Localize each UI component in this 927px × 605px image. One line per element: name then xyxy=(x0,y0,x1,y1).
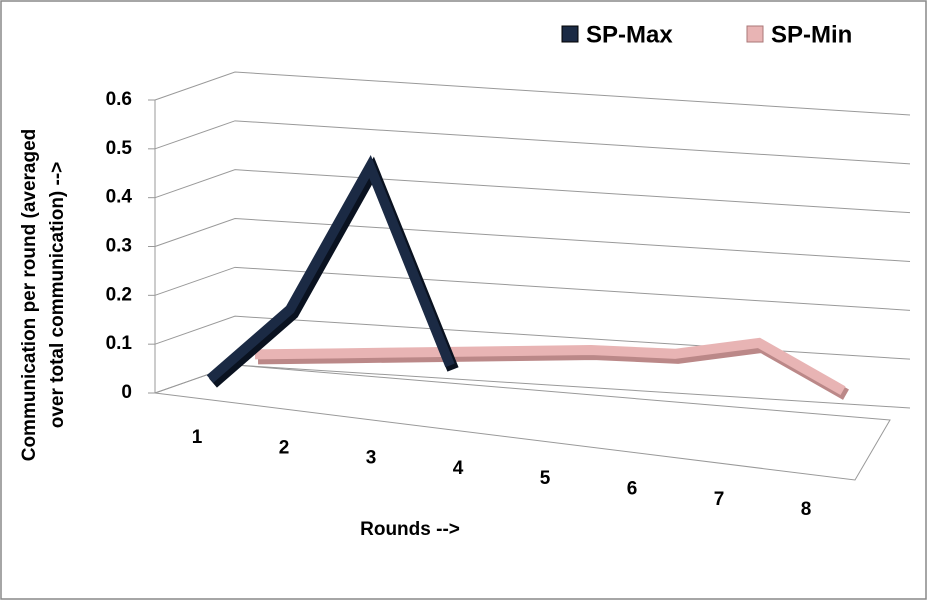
x-tick-label: 8 xyxy=(801,499,812,520)
x-tick-label: 1 xyxy=(192,427,203,448)
grid-line xyxy=(154,266,911,311)
y-tick-label: 0.5 xyxy=(106,138,133,159)
x-tick-label: 4 xyxy=(453,458,464,479)
y-tick-label: 0.6 xyxy=(106,89,132,110)
x-axis-title: Rounds --> xyxy=(360,519,460,540)
y-tick-label: 0 xyxy=(121,382,132,403)
grid-line xyxy=(154,71,911,116)
x-tick-label: 3 xyxy=(366,448,377,469)
x-tick-label: 7 xyxy=(714,489,725,510)
y-axis-title: over total communication) --> xyxy=(47,162,68,429)
y-axis-title: Communication per round (averaged xyxy=(19,129,40,462)
legend-label: SP-Max xyxy=(586,21,673,48)
x-tick-label: 5 xyxy=(540,468,551,489)
x-tick-label: 2 xyxy=(279,437,290,458)
series-line xyxy=(254,337,846,396)
y-tick-label: 0.4 xyxy=(106,187,133,208)
grid-line xyxy=(154,120,911,165)
y-tick-label: 0.2 xyxy=(106,284,132,305)
legend-swatch xyxy=(746,25,764,43)
grid-line xyxy=(154,315,911,360)
grid-line xyxy=(154,169,911,214)
y-tick-label: 0.3 xyxy=(106,236,132,257)
series-line xyxy=(206,154,455,383)
x-tick-label: 6 xyxy=(627,479,638,500)
grid-line xyxy=(154,217,911,262)
y-tick-label: 0.1 xyxy=(106,333,133,354)
legend-swatch xyxy=(561,25,579,43)
legend-label: SP-Min xyxy=(771,21,852,48)
